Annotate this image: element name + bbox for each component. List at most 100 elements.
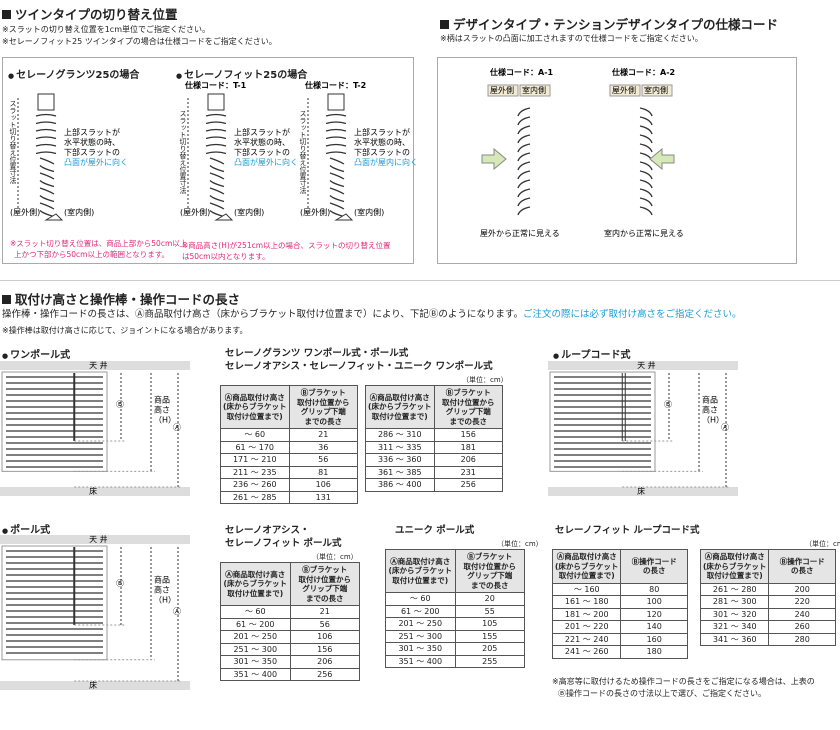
slat bbox=[639, 125, 653, 135]
slat bbox=[639, 134, 653, 144]
slat bbox=[209, 187, 225, 195]
a-label: Ⓐ bbox=[721, 423, 729, 432]
b-label: Ⓑ bbox=[664, 400, 672, 409]
header-line: Ⓑ操作コード bbox=[779, 556, 825, 566]
header-row: Ⓐ商品取付け高さ (床からブラケット 取付け位置まで) Ⓑブラケット 取付け位置から グリ… bbox=[220, 562, 360, 606]
cell: 131 bbox=[288, 490, 358, 504]
highlight: 凸面が屋外に向く bbox=[64, 157, 128, 167]
slat bbox=[35, 128, 57, 132]
cell: 181 〜 200 bbox=[551, 607, 622, 621]
spec-code: 仕様コード：A-1 bbox=[489, 67, 554, 77]
slat bbox=[329, 165, 345, 173]
slat bbox=[517, 134, 531, 144]
cell: 261 〜 280 bbox=[699, 582, 770, 596]
slat bbox=[639, 143, 653, 153]
note: ※商品高さ(H)が251cm以上の場合、スラットの切り替え位置 bbox=[182, 241, 391, 250]
slat bbox=[329, 210, 345, 218]
header-line: までの長さ bbox=[449, 416, 488, 426]
a-label: Ⓐ bbox=[173, 607, 181, 616]
arrow bbox=[481, 147, 507, 171]
cell: 156 bbox=[433, 428, 503, 442]
header-cell: Ⓑブラケット 取付け位置から グリップ下端 までの長さ bbox=[433, 385, 503, 429]
header-line: 取付け位置まで) bbox=[226, 411, 283, 421]
slat bbox=[39, 157, 55, 165]
cell: 220 bbox=[768, 595, 836, 609]
cell: 205 bbox=[454, 642, 525, 656]
slat bbox=[517, 125, 531, 135]
cell: 105 bbox=[454, 617, 525, 631]
slat bbox=[39, 187, 55, 195]
cell: 231 bbox=[433, 465, 503, 479]
cell: 161 〜 180 bbox=[551, 595, 622, 609]
window bbox=[1, 545, 108, 661]
outdoor: 屋外側 bbox=[612, 85, 636, 95]
header-row: Ⓐ商品取付け高さ (床からブラケット 取付け位置まで) Ⓑ操作コード の長さ bbox=[699, 549, 836, 584]
cell: 61 〜 170 bbox=[220, 440, 290, 454]
slat bbox=[35, 121, 57, 125]
cell: 281 〜 300 bbox=[699, 595, 770, 609]
row: 236 〜 260 106 bbox=[220, 478, 358, 492]
slat bbox=[209, 180, 225, 188]
cell: 〜 60 bbox=[220, 428, 290, 442]
cell: 251 〜 300 bbox=[385, 629, 456, 643]
panel bbox=[437, 57, 797, 264]
header-line: グリップ下端 bbox=[302, 584, 348, 593]
outdoor: (屋外側) bbox=[300, 207, 330, 217]
slat bbox=[39, 210, 55, 218]
floor bbox=[0, 681, 190, 690]
ceiling-label: 天 井 bbox=[637, 361, 656, 370]
header-line: (床からブラケット bbox=[555, 561, 619, 571]
header-line: 取付け位置から bbox=[463, 561, 517, 571]
slat bbox=[329, 195, 345, 203]
slat bbox=[35, 136, 57, 140]
cell: 386 〜 400 bbox=[365, 478, 435, 492]
headrail bbox=[327, 93, 345, 111]
cell: 21 bbox=[289, 605, 360, 619]
header-line: までの長さ bbox=[304, 416, 343, 426]
cell: 20 bbox=[454, 592, 525, 606]
cell: 211 〜 235 bbox=[220, 465, 290, 479]
slat bbox=[39, 165, 55, 173]
slat bbox=[517, 170, 531, 180]
slat bbox=[517, 152, 531, 162]
table-title: セレーノグランツ ワンポール式・ポール式 bbox=[225, 348, 409, 359]
cell: 140 bbox=[620, 620, 688, 634]
cell: 206 bbox=[289, 655, 360, 669]
slat bbox=[517, 188, 531, 198]
slat bbox=[205, 136, 227, 140]
row: 351 〜 400 256 bbox=[220, 667, 360, 681]
header-line: 取付け位置まで) bbox=[371, 411, 428, 421]
header-cell: Ⓐ商品取付け高さ (床からブラケット 取付け位置まで) bbox=[385, 549, 456, 593]
slat bbox=[325, 113, 347, 117]
ceiling-label: 天 井 bbox=[89, 535, 108, 544]
table-title: セレーノオアシス・ bbox=[225, 525, 310, 536]
cell: 280 bbox=[768, 632, 836, 646]
desc: 水平状態の時、 bbox=[234, 137, 290, 147]
indoor: (室内側) bbox=[234, 207, 264, 217]
slat bbox=[35, 113, 57, 117]
slat bbox=[209, 210, 225, 218]
header-line: の長さ bbox=[642, 566, 666, 576]
desc: 下部スラットの bbox=[354, 147, 410, 157]
floor bbox=[548, 487, 738, 496]
cell: 361 〜 385 bbox=[365, 465, 435, 479]
header-line: Ⓑ操作コード bbox=[631, 556, 677, 566]
text: 操作棒・操作コードの長さは、Ⓐ商品取付け高さ（床からブラケット取付け位置まで）に… bbox=[2, 309, 523, 320]
h-label: （H） bbox=[702, 415, 724, 424]
row: 201 〜 250 106 bbox=[220, 630, 360, 644]
bottom-rail bbox=[214, 213, 234, 221]
header-line: 取付け位置から bbox=[297, 397, 350, 407]
h-label: （H） bbox=[154, 595, 176, 604]
slat bbox=[205, 151, 227, 155]
cell: 81 bbox=[288, 465, 358, 479]
spec-code: 仕様コード：T-2 bbox=[304, 80, 366, 90]
header-row: Ⓐ商品取付け高さ (床からブラケット 取付け位置まで) Ⓑ操作コード の長さ bbox=[551, 549, 688, 584]
h-label: 商品 bbox=[154, 574, 170, 584]
cell: 106 bbox=[288, 478, 358, 492]
header-cell: Ⓑブラケット 取付け位置から グリップ下端 までの長さ bbox=[289, 562, 360, 606]
row: 301 〜 350 205 bbox=[385, 642, 525, 656]
header-line: 取付け位置まで) bbox=[706, 571, 763, 580]
outdoor: 屋外側 bbox=[490, 85, 514, 95]
cell: 351 〜 400 bbox=[385, 654, 456, 668]
bottom-rail bbox=[44, 213, 64, 221]
